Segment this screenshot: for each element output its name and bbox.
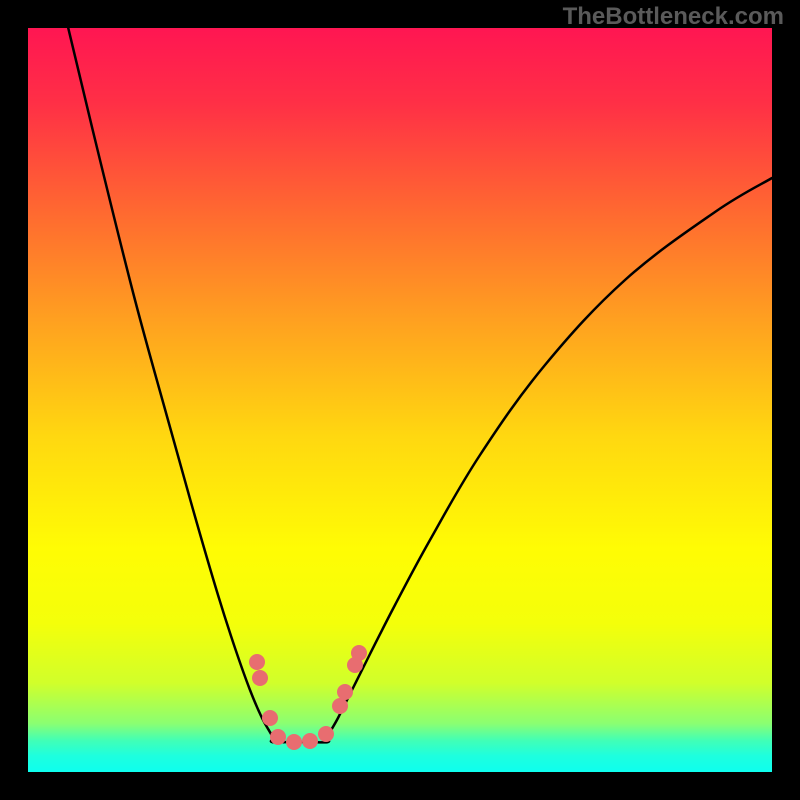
- marker-dot: [270, 729, 286, 745]
- marker-dot: [337, 684, 353, 700]
- marker-dot: [252, 670, 268, 686]
- plot-area: [28, 28, 772, 772]
- bottleneck-curve: [68, 28, 772, 742]
- marker-group: [249, 645, 367, 750]
- marker-dot: [249, 654, 265, 670]
- chart-frame: TheBottleneck.com: [0, 0, 800, 800]
- marker-dot: [332, 698, 348, 714]
- marker-dot: [302, 733, 318, 749]
- marker-dot: [351, 645, 367, 661]
- marker-dot: [318, 726, 334, 742]
- marker-dot: [262, 710, 278, 726]
- watermark-text: TheBottleneck.com: [563, 3, 784, 31]
- marker-dot: [286, 734, 302, 750]
- curve-layer: [28, 28, 772, 772]
